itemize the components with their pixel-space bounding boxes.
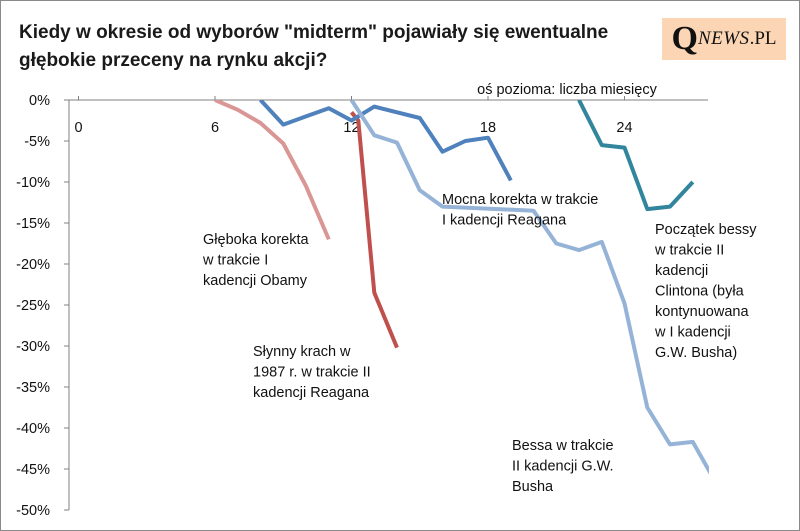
x-tick-label: 12 bbox=[343, 120, 359, 136]
logo-pl: .PL bbox=[749, 28, 777, 49]
series-annotation-1: Głęboka korekta w trakcie I kadencji Obamy bbox=[202, 232, 310, 289]
chart-title: Kiedy w okresie od wyborów "midterm" poj… bbox=[19, 22, 609, 71]
annotation-line: Słynny krach w bbox=[253, 344, 351, 360]
axes: 0% -5% -10% -15% -20% -25% -30% -35% -40% -45% -50… bbox=[16, 93, 708, 519]
annotation-line: 1987 r. w trakcie II bbox=[253, 365, 371, 381]
y-tick-label: -15% bbox=[16, 216, 50, 232]
annotation-line: w trakcie II bbox=[654, 243, 724, 259]
x-tick-label: 6 bbox=[211, 120, 219, 136]
y-tick-label: -50% bbox=[16, 503, 50, 519]
annotation-line: Głęboka korekta bbox=[203, 232, 310, 248]
x-tick-label: 18 bbox=[480, 120, 496, 136]
annotation-line: kadencji bbox=[655, 263, 708, 279]
logo-news: NEWS bbox=[697, 28, 750, 49]
series-annotation-4: Bessa w trakcie II kadencji G.W. Busha bbox=[512, 438, 614, 495]
series-line-1 bbox=[214, 100, 331, 241]
annotation-line: Początek bessy bbox=[655, 222, 757, 238]
annotation-line: Clintona (była bbox=[655, 284, 745, 300]
y-tick-label: 0% bbox=[29, 93, 50, 109]
annotation-line: kontynuowana bbox=[655, 304, 749, 320]
series-line-4 bbox=[349, 100, 709, 475]
annotation-line: Busha bbox=[512, 479, 554, 495]
logo-q: Q bbox=[671, 20, 698, 57]
annotation-line: Mocna korekta w trakcie bbox=[442, 192, 598, 208]
x-tick-label: 24 bbox=[616, 120, 632, 136]
annotation-line: w I kadencji bbox=[654, 325, 731, 341]
y-tick-label: -45% bbox=[16, 462, 50, 478]
y-tick-label: -5% bbox=[24, 134, 50, 150]
annotation-line: G.W. Busha) bbox=[655, 345, 737, 361]
y-tick-label: -10% bbox=[16, 175, 50, 191]
series-annotation-2: Słynny krach w 1987 r. w trakcie II kadenc… bbox=[253, 344, 371, 401]
y-tick-label: -35% bbox=[16, 380, 50, 396]
annotation-line: w trakcie I bbox=[202, 253, 268, 269]
qnews-logo: Q NEWS .PL bbox=[662, 18, 786, 60]
x-tick-label: 0 bbox=[74, 120, 82, 136]
annotation-line: I kadencji Reagana bbox=[442, 213, 567, 229]
annotations: Głęboka korekta w trakcie I kadencji Obamy… bbox=[202, 192, 757, 495]
y-tick-label: -30% bbox=[16, 339, 50, 355]
x-axis-label: oś pozioma: liczba miesięcy bbox=[477, 82, 657, 98]
annotation-line: II kadencji G.W. bbox=[512, 459, 614, 475]
y-tick-label: -25% bbox=[16, 298, 50, 314]
annotation-line: kadencji Obamy bbox=[203, 273, 308, 289]
series-line-5 bbox=[577, 100, 695, 212]
y-tick-label: -40% bbox=[16, 421, 50, 437]
series-group bbox=[214, 100, 709, 475]
series-annotation-5: Początek bessy w trakcie II kadencji Clinto… bbox=[654, 222, 757, 361]
annotation-line: Bessa w trakcie bbox=[512, 438, 614, 454]
series-line-3 bbox=[259, 100, 513, 182]
y-tick-label: -20% bbox=[16, 257, 50, 273]
annotation-line: kadencji Reagana bbox=[253, 385, 370, 401]
series-line-2 bbox=[349, 111, 399, 349]
series-annotation-3: Mocna korekta w trakcie I kadencji Reagan… bbox=[442, 192, 598, 229]
